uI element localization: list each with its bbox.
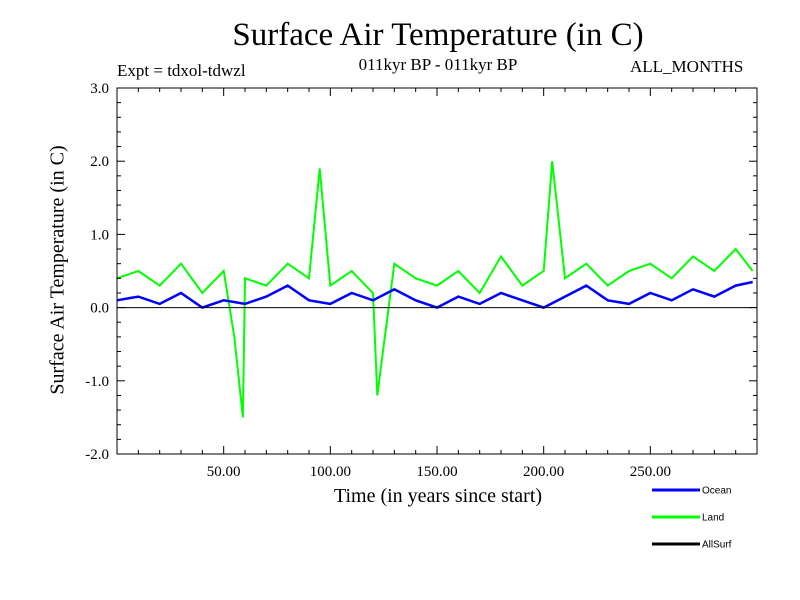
y-tick-label: 0.0 [90, 301, 109, 317]
x-tick-label: 100.00 [310, 464, 351, 480]
legend-label-ocean: Ocean [702, 486, 731, 497]
x-tick-label: 50.00 [207, 464, 241, 480]
y-tick-label: -1.0 [85, 374, 109, 390]
series-line-land [116, 161, 754, 418]
x-axis-label: Time (in years since start) [333, 485, 543, 507]
y-tick-label: 1.0 [90, 227, 109, 243]
chart-subtitle: 011kyr BP - 011kyr BP [358, 55, 518, 74]
y-tick-label: -2.0 [85, 447, 109, 463]
legend-label-allsurf: AllSurf [702, 540, 732, 551]
x-tick-label: 250.00 [630, 464, 671, 480]
x-tick-label: 150.00 [416, 464, 457, 480]
y-tick-label: 3.0 [90, 81, 109, 97]
legend-label-land: Land [702, 513, 724, 524]
period-label: ALL_MONTHS [630, 57, 744, 76]
y-tick-label: 2.0 [90, 154, 109, 170]
chart-title: Surface Air Temperature (in C) [232, 17, 644, 53]
x-tick-label: 200.00 [523, 464, 564, 480]
experiment-label: Expt = tdxol-tdwzl [117, 61, 246, 80]
